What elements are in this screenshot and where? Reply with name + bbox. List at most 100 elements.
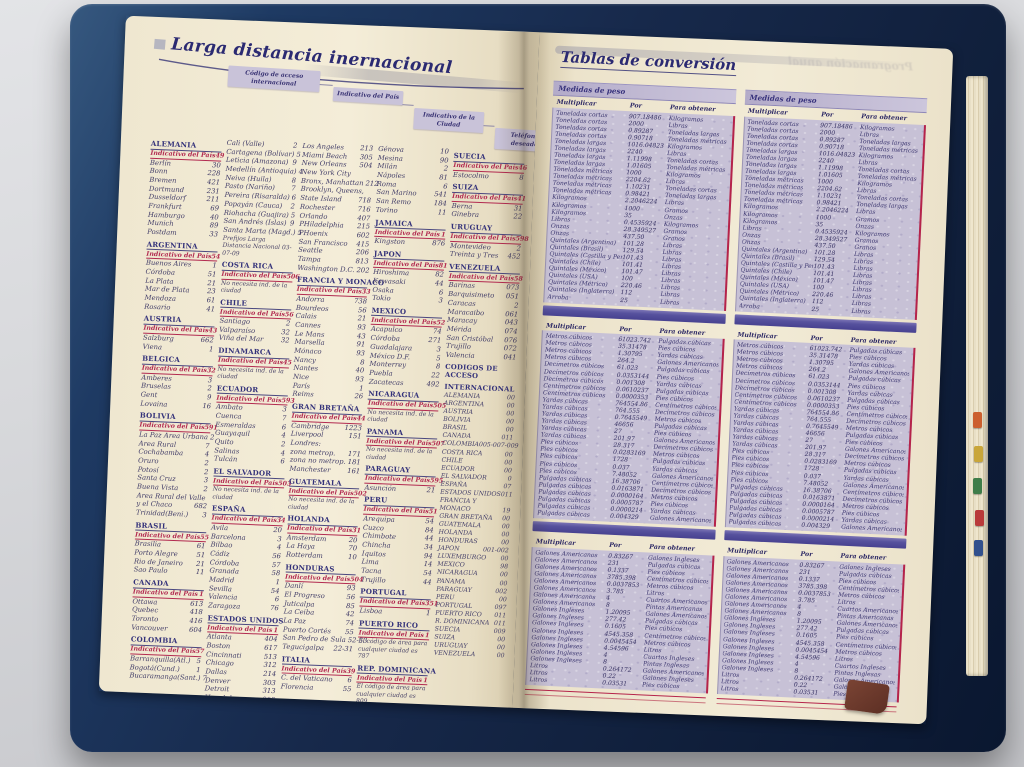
city-code-value: 54 <box>270 586 280 596</box>
city-code-value: 56 <box>346 592 356 602</box>
city-code-value: 42 <box>345 610 355 619</box>
city-name: Washington D.C. <box>297 263 355 274</box>
city-code-value: 6 <box>280 457 285 466</box>
title-underline-swoosh <box>158 58 524 90</box>
indicativo-value: 43 <box>208 327 218 335</box>
city-code-value: 211 <box>206 195 220 204</box>
index-tab-yellow <box>974 446 983 462</box>
city-row: Manchester 161 <box>289 465 360 477</box>
indicativo-value: 54 <box>211 252 221 261</box>
table-body: Galones Americanos 0.83267 Galones Inglese… <box>716 555 906 703</box>
note-row: Prefijos Larga Distancia Nacional 03-07-… <box>222 234 292 257</box>
indicativo-value: 1 <box>424 631 430 639</box>
city-name: Zacatecas <box>368 377 404 387</box>
city-code-value: 76 <box>270 604 279 613</box>
flow-box: Código de acceso internacional <box>227 65 321 93</box>
indicativo-value: 52 <box>436 319 446 327</box>
city-row: Trujillo 44 <box>361 575 432 587</box>
open-pages: Larga distancia inernacional Código de a… <box>98 15 954 725</box>
city-code-value: 808 <box>262 695 276 705</box>
city-name: Bucaramanga(Sant.) <box>129 671 201 683</box>
city-code-value: 93 <box>355 375 365 384</box>
city-name: Tokio <box>371 294 391 303</box>
city-name: Torino <box>375 205 398 215</box>
note-row: cualquier ciudad es 787 <box>357 645 418 661</box>
factor-value: 0.03531 <box>602 679 628 688</box>
indicativo-value: 598 <box>515 235 529 244</box>
city-code-value: 2 <box>443 164 449 174</box>
city-code-value: 4 <box>281 431 286 440</box>
city-code-value: 21 <box>426 485 436 495</box>
city-code-value: 271 <box>428 336 442 345</box>
city-code-value: 6 <box>443 182 448 191</box>
city-code-value: 69 <box>210 204 220 213</box>
city-code-value: 713 <box>260 704 275 707</box>
indicativo-value: 1 <box>198 591 204 599</box>
access-code-value: 00 <box>503 466 513 475</box>
city-name: Vancouver <box>131 622 168 633</box>
city-row: Postdam 33 <box>147 228 218 240</box>
table-body: Metros cúbicos 61023.742 Pulgadas cúbicas M… <box>724 339 916 536</box>
index-tab-red <box>975 510 984 526</box>
city-name: Honolulu <box>204 693 237 703</box>
city-name: Kingston <box>374 236 406 247</box>
city-code-value: 61 <box>196 542 206 551</box>
city-row: Tulcán 6 <box>214 455 285 467</box>
city-code-value: 6 <box>347 676 352 685</box>
city-row: Valencia 041 <box>446 351 517 363</box>
city-code-value: 10 <box>347 553 357 562</box>
city-name: Florencia <box>280 682 314 692</box>
indicativo-value: 49 <box>215 152 225 160</box>
indicativo-value: 51 <box>428 508 438 516</box>
city-code-value: 22 <box>431 371 441 380</box>
access-code-value: 002 <box>495 587 508 596</box>
indicativo-value: 57 <box>195 648 205 656</box>
city-code-value: 5 <box>290 210 296 220</box>
city-row: Zaragoza 76 <box>208 602 279 614</box>
city-code-value: 5 <box>196 656 202 665</box>
city-code-value: 3 <box>438 296 444 305</box>
city-code-value: 738 <box>353 296 368 306</box>
city-row: Honolulu 808 <box>204 693 275 705</box>
city-name: Tulcán <box>213 454 238 464</box>
factor-value: 25 <box>620 296 629 304</box>
access-code-value: 00 <box>504 458 513 467</box>
city-code-value: 56 <box>272 551 282 561</box>
access-code-value: 005-007-009 <box>478 441 519 451</box>
city-code-value: 94 <box>423 551 433 561</box>
city-code-value: 9 <box>289 219 295 228</box>
table-col-header: Por <box>608 541 622 550</box>
table-body: Galones Americanos 0.83267 Galones Inglese… <box>525 546 714 694</box>
city-row: Vancouver 604 <box>131 623 202 635</box>
flow-box: Teléfono deseado <box>494 127 540 153</box>
city-code-value: 31 <box>513 204 523 213</box>
note-row: No necesita ind. de la ciudad <box>212 485 280 502</box>
city-code-value: 84 <box>424 525 434 535</box>
conversion-table: Medidas de peso Multiplicar Por Para obtene… <box>542 80 736 324</box>
city-code-value: 1 <box>196 665 201 674</box>
factor-value: 25 <box>811 305 820 313</box>
city-row: Reims 26 <box>292 390 363 402</box>
city-code-value: 34 <box>424 543 434 552</box>
indicativo-value: 31 <box>352 527 362 535</box>
factor-to: Pies cúbicos <box>641 681 680 691</box>
city-code-value: 2 <box>204 459 209 468</box>
table-col-header: Por <box>619 325 632 334</box>
city-code-value: 7 <box>291 184 296 194</box>
city-name: Viña del Mar <box>218 334 264 344</box>
access-code-value: 00 <box>498 595 507 604</box>
city-row: Torino 11 <box>376 206 447 218</box>
left-page-titlebar: Larga distancia inernacional <box>153 33 528 94</box>
conversion-column: Medidas de peso Multiplicar Por Para obtene… <box>524 80 736 708</box>
city-code-value: 876 <box>432 239 446 248</box>
table-body: Toneladas cortas 907.18486 Kilogramos Tonel… <box>543 107 735 311</box>
city-code-value: 56 <box>357 305 367 315</box>
city-code-value: 44 <box>422 577 432 587</box>
city-code-value: 3 <box>277 534 282 543</box>
city-code-value: 184 <box>433 199 447 208</box>
city-code-value: 57 <box>271 560 281 569</box>
conversion-column: Medidas de peso Multiplicar Por Para obtene… <box>715 89 928 717</box>
city-code-value: 16 <box>202 401 212 411</box>
city-code-value: 70 <box>348 544 358 553</box>
